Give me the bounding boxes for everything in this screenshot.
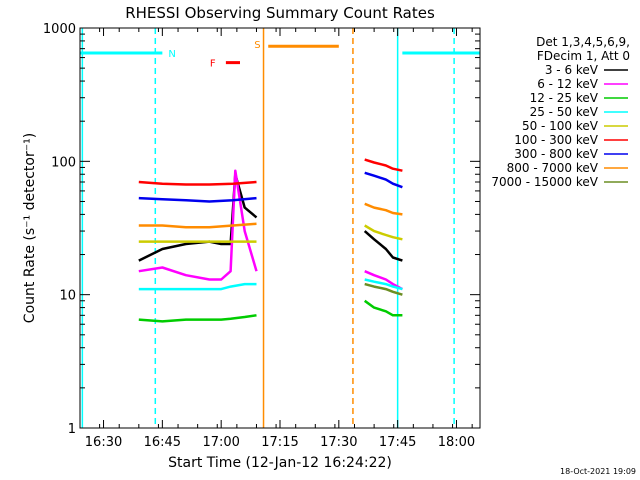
x-tick-label-3: 17:15 [261,435,298,450]
legend-label-1: 6 - 12 keV [537,77,599,91]
flag-S-label: S [254,40,260,51]
series-1-segment-1 [364,270,403,291]
x-tick-label-6: 18:00 [438,435,475,450]
series-0-segment-0 [138,173,258,262]
y-tick-label-3: 1000 [43,22,76,37]
series-2-segment-1 [363,299,403,317]
series-6-segment-1 [364,171,403,189]
legend-label-4: 50 - 100 keV [522,119,599,133]
x-tick-label-0: 16:30 [85,435,122,450]
legend-label-2: 12 - 25 keV [530,91,599,105]
x-tick-label-2: 17:00 [202,435,239,450]
series-5-segment-0 [138,180,257,186]
series-0-segment-1 [363,230,403,262]
y-tick-label-1: 10 [59,289,76,304]
series-3-segment-0 [138,282,257,291]
x-axis-label: Start Time (12-Jan-12 16:24:22) [168,455,392,471]
legend-label-3: 25 - 50 keV [530,105,599,119]
timestamp: 18-Oct-2021 19:09 [560,467,636,476]
legend-label-5: 100 - 300 keV [514,133,598,147]
legend-label-7: 800 - 7000 keV [507,161,599,175]
series-7-segment-1 [364,202,403,216]
legend: Det 1,3,4,5,6,9,FDecim 1, Att 03 - 6 keV… [491,35,630,189]
series-2-segment-0 [138,314,257,323]
y-tick-label-0: 1 [68,422,76,437]
chart-title: RHESSI Observing Summary Count Rates [125,4,435,22]
legend-label-8: 7000 - 15000 keV [491,175,598,189]
y-axis-label: Count Rate (s⁻¹ detector⁻¹) [22,133,38,323]
flag-N-label: N [168,49,175,60]
legend-header-0: Det 1,3,4,5,6,9, [536,35,630,49]
series-7-segment-0 [138,222,257,229]
series-6-segment-0 [138,196,257,203]
series-8-segment-0 [364,282,403,296]
legend-label-0: 3 - 6 keV [545,63,599,77]
x-tick-label-5: 17:45 [379,435,416,450]
y-tick-label-2: 100 [51,155,76,170]
series-3-segment-1 [364,278,403,291]
legend-label-6: 300 - 800 keV [514,147,598,161]
series-5-segment-1 [364,158,403,172]
legend-header-1: FDecim 1, Att 0 [537,49,630,63]
x-tick-label-1: 16:45 [144,435,181,450]
plot-area: N S F [80,28,480,428]
axes: 16:30 16:45 17:00 17:15 17:30 17:45 18:00 1 10 10… [43,22,480,450]
flag-F-label: F [210,59,216,70]
series-4-segment-1 [364,224,403,241]
series-1-segment-0 [138,169,258,281]
x-tick-label-4: 17:30 [320,435,357,450]
